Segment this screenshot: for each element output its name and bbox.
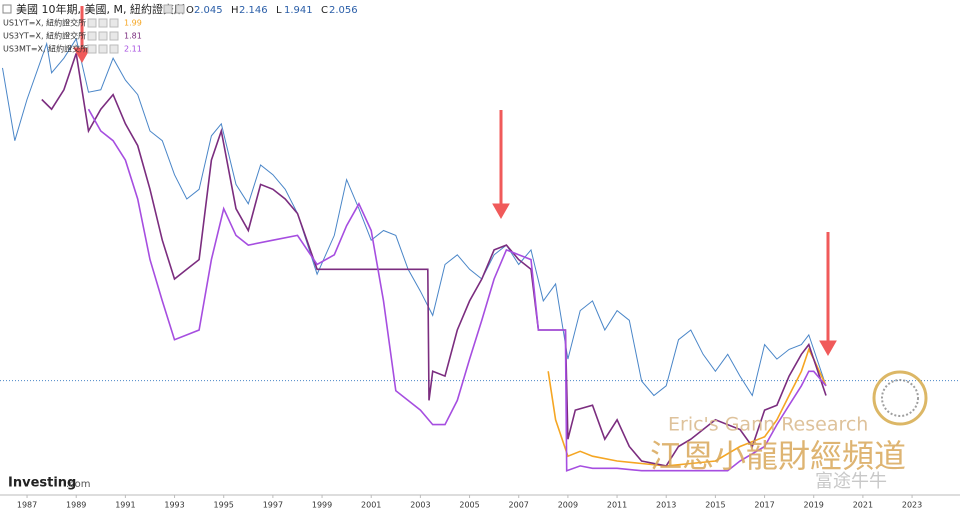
x-tick-label: 2013 <box>656 501 676 510</box>
futu-watermark: 富途牛牛 <box>815 471 887 492</box>
legend-icon[interactable] <box>109 31 119 41</box>
series-line <box>2 37 827 397</box>
series-line <box>41 53 827 467</box>
legend-icon[interactable] <box>175 4 185 14</box>
ohlc-label: L <box>276 5 282 16</box>
x-tick-label: 2021 <box>853 501 873 510</box>
legend-icon[interactable] <box>109 44 119 54</box>
x-tick-label: 1991 <box>115 501 135 510</box>
ohlc-value: 1.941 <box>284 5 313 16</box>
ohlc-value: 2.045 <box>194 5 223 16</box>
ohlc-label: H <box>231 5 239 16</box>
investing-logo: Investing <box>8 476 76 491</box>
x-tick-label: 1997 <box>263 501 283 510</box>
channel-watermark: 江恩小龍財經頻道 <box>650 437 906 475</box>
x-tick-label: 1999 <box>312 501 332 510</box>
series-line <box>87 108 827 472</box>
gann-watermark: Eric's Gann Research <box>668 414 868 436</box>
investing-logo-suffix: .com <box>66 479 91 490</box>
plot-area <box>0 37 960 472</box>
legend-icon[interactable] <box>98 18 108 28</box>
x-tick-label: 1993 <box>164 501 184 510</box>
ohlc-label: O <box>186 5 194 16</box>
legend-entry: US3YT=X, 紐約證交所 <box>3 31 86 41</box>
series-line <box>547 347 827 467</box>
legend-icon[interactable] <box>87 31 97 41</box>
legend-last-value: 1.99 <box>124 19 142 28</box>
legend-entry: US3MT=X, 紐約證交所 <box>3 44 88 54</box>
legend-icon[interactable] <box>98 31 108 41</box>
ohlc-value: 2.146 <box>239 5 268 16</box>
x-tick-label: 2017 <box>754 501 774 510</box>
x-tick-label: 2007 <box>509 501 529 510</box>
legend-icon[interactable] <box>163 4 173 14</box>
legend-icon[interactable] <box>87 44 97 54</box>
gann-logo <box>872 370 928 426</box>
x-tick-label: 2011 <box>607 501 627 510</box>
x-tick-label: 2001 <box>361 501 381 510</box>
watermarks: Investing .com Eric's Gann Research 江恩小龍… <box>8 414 906 493</box>
x-tick-label: 2015 <box>705 501 725 510</box>
legend-icon[interactable] <box>109 18 119 28</box>
x-tick-label: 2005 <box>459 501 479 510</box>
x-tick-label: 2003 <box>410 501 430 510</box>
legend-last-value: 2.11 <box>124 45 142 54</box>
legend-icon[interactable] <box>87 18 97 28</box>
x-tick-label: 2023 <box>902 501 922 510</box>
x-tick-label: 1989 <box>66 501 86 510</box>
ohlc-value: 2.056 <box>329 5 358 16</box>
annotation-arrows <box>73 6 837 357</box>
legend-last-value: 1.81 <box>124 32 142 41</box>
x-tick-label: 2009 <box>558 501 578 510</box>
legend-title: 美國 10年期, 美國, M, 紐約證交所 <box>16 2 185 16</box>
x-tick-label: 1987 <box>17 501 37 510</box>
collapse-icon[interactable] <box>2 4 12 14</box>
x-tick-label: 1995 <box>214 501 234 510</box>
x-tick-label: 2019 <box>804 501 824 510</box>
legend-entry: US1YT=X, 紐約證交所 <box>3 18 86 28</box>
ohlc-label: C <box>321 5 328 16</box>
legend: 美國 10年期, 美國, M, 紐約證交所 O 2.045 H 2.146 L 1.941… <box>2 2 358 54</box>
legend-icon[interactable] <box>98 44 108 54</box>
